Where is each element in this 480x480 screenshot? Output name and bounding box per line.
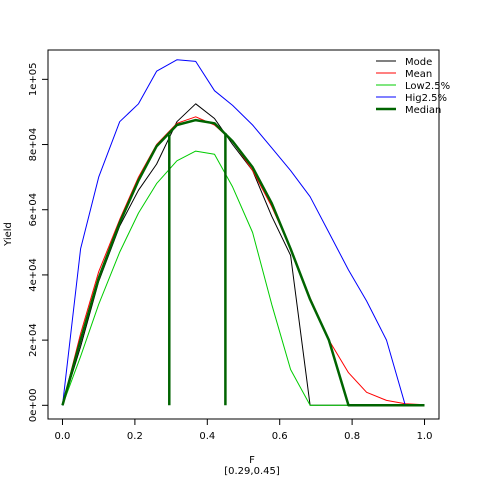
plot-frame bbox=[47, 49, 440, 420]
x-tick-label: 1.0 bbox=[417, 431, 433, 442]
x-tick-label: 0.0 bbox=[55, 431, 71, 442]
x-tick-label: 0.8 bbox=[344, 431, 360, 442]
x-axis: 0.0 0.2 0.4 0.6 0.8 1.0 bbox=[55, 419, 433, 442]
legend-label: Mode bbox=[405, 57, 432, 68]
interval-lines bbox=[168, 133, 227, 406]
x-axis-subtitle: [0.29,0.45] bbox=[224, 466, 280, 477]
x-tick-label: 0.2 bbox=[127, 431, 143, 442]
y-axis-title: Yield bbox=[3, 222, 14, 247]
series-line-hig2-5- bbox=[62, 59, 425, 406]
legend-label: Median bbox=[405, 105, 441, 116]
legend-label: Hig2.5% bbox=[405, 93, 447, 104]
y-tick-label: 6e+04 bbox=[28, 193, 39, 227]
legend-label: Mean bbox=[405, 69, 432, 80]
y-tick-label: 1e+05 bbox=[28, 63, 39, 97]
x-tick-label: 0.4 bbox=[199, 431, 215, 442]
series-line-low2-5- bbox=[62, 150, 425, 406]
legend-label: Low2.5% bbox=[405, 81, 450, 92]
y-tick-label: 2e+04 bbox=[28, 323, 39, 357]
series-line-median bbox=[61, 118, 425, 407]
y-tick-label: 4e+04 bbox=[28, 258, 39, 292]
series-lines bbox=[61, 59, 425, 407]
series-line-mode bbox=[62, 103, 425, 406]
y-tick-label: 8e+04 bbox=[28, 128, 39, 162]
series-line-mean bbox=[62, 116, 425, 406]
x-axis-title: F bbox=[249, 455, 255, 466]
x-tick-label: 0.6 bbox=[272, 431, 288, 442]
y-axis: 0e+00 2e+04 4e+04 6e+04 8e+04 1e+05 bbox=[28, 63, 48, 422]
y-tick-label: 0e+00 bbox=[28, 388, 39, 422]
